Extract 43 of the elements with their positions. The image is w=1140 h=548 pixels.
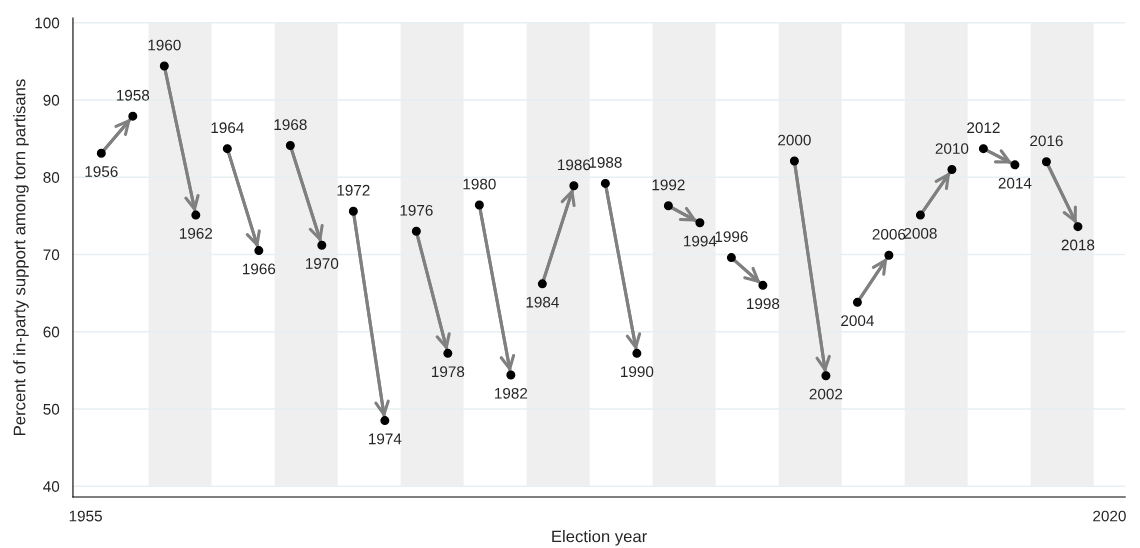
y-tick-label: 100 — [35, 17, 60, 29]
annotation: 1998 — [747, 298, 780, 310]
annotation: 2008 — [904, 227, 937, 239]
annotation: 1972 — [337, 184, 370, 196]
annotation: 2010 — [935, 143, 969, 154]
annotation: 1986 — [558, 159, 591, 171]
annotation: 1956 — [85, 166, 118, 177]
annotation: 1990 — [621, 366, 654, 378]
y-tick-label: 60 — [43, 326, 60, 338]
annotation: 2014 — [998, 177, 1032, 189]
annotation: 2000 — [778, 134, 811, 146]
annotation: 2004 — [841, 315, 874, 327]
annotation: 1970 — [306, 258, 339, 269]
annotation: 1996 — [715, 231, 748, 243]
y-tick-label: 50 — [43, 403, 60, 415]
annotation: 1992 — [652, 179, 685, 191]
annotation: 1994 — [684, 235, 717, 247]
y-axis-title: Percent of in-party support among torn partisans — [13, 79, 29, 435]
annotation: 1968 — [274, 119, 307, 131]
annotation: 1960 — [148, 39, 181, 51]
annotation: 2006 — [872, 228, 906, 240]
annotation: 2012 — [967, 122, 1000, 134]
annotation: 1962 — [180, 227, 213, 239]
annotation: 1982 — [495, 387, 528, 399]
annotation: 1988 — [589, 157, 622, 168]
y-tick-label: 80 — [43, 172, 60, 183]
x-tick-label: 1955 — [69, 510, 102, 522]
annotation: 2002 — [809, 388, 843, 400]
y-tick-label: 70 — [43, 249, 60, 261]
annotation: 1974 — [369, 433, 402, 445]
annotation: 1980 — [463, 178, 496, 190]
x-axis-title: Election year — [552, 530, 647, 546]
annotation: 1966 — [243, 263, 276, 275]
x-tick-label: 2020 — [1093, 510, 1126, 522]
y-tick-label: 90 — [43, 94, 60, 106]
annotation: 1978 — [432, 366, 465, 378]
annotation: 1964 — [211, 122, 244, 134]
annotation: 1976 — [400, 204, 433, 216]
annotation: 1984 — [526, 296, 559, 308]
y-tick-label: 40 — [43, 481, 60, 492]
annotation: 1958 — [116, 89, 150, 101]
annotation: 2018 — [1061, 239, 1095, 251]
annotation: 2016 — [1030, 135, 1063, 147]
